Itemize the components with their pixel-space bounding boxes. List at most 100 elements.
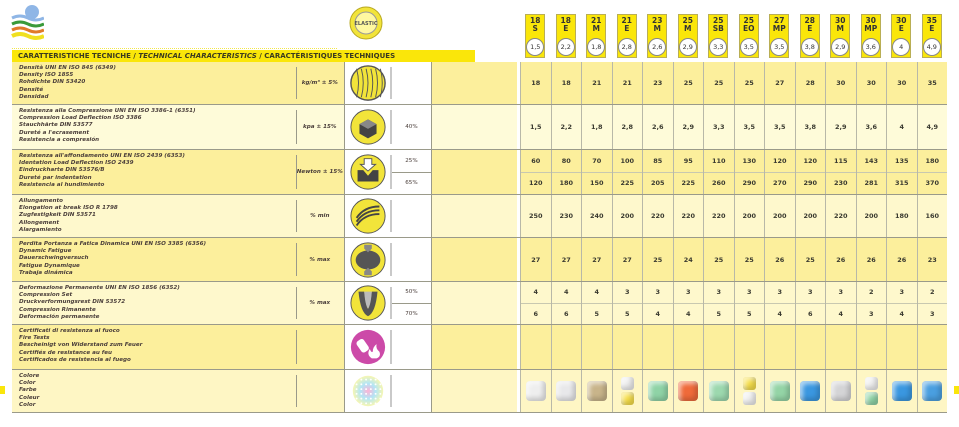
value-cell: 28 xyxy=(805,79,815,87)
value-column xyxy=(642,325,673,369)
color-sphere-icon xyxy=(343,370,392,412)
product-code: E xyxy=(563,24,569,33)
value-column xyxy=(764,370,795,412)
title-it: CARATTERISTICHE TECNICHE xyxy=(18,52,131,60)
value-cell: 120 xyxy=(803,156,818,165)
value-cell: 26 xyxy=(897,255,907,264)
value-cell: 2,2 xyxy=(560,123,573,131)
value-column: 2,9 xyxy=(825,105,856,149)
table-row: Certificati di resistenza al fuoco Fire T… xyxy=(12,325,947,370)
value-cell: 1,8 xyxy=(591,123,603,131)
value-cell: 4 xyxy=(826,302,856,325)
value-column: 24 xyxy=(672,238,704,281)
description-line: Densité xyxy=(19,86,44,93)
product-hardness-badge: 3,5 xyxy=(770,38,789,56)
value-column: 26 xyxy=(855,238,887,281)
test-condition-value xyxy=(392,370,432,412)
value-column xyxy=(703,325,734,369)
value-cell: 6 xyxy=(795,302,826,325)
value-cell: 3 xyxy=(686,288,691,297)
value-cells: 250 230 240 200 220 220 220 200 200 200 220 200 180 1… xyxy=(520,195,947,237)
description-line: Compression Rimanente xyxy=(19,306,96,313)
value-cell: 5 xyxy=(612,302,643,325)
value-cell: 115 xyxy=(833,156,848,165)
value-column: 30 xyxy=(886,62,917,104)
value-cell: 25 xyxy=(714,79,724,87)
row-unit: % min xyxy=(295,195,344,237)
product-density: 25 xyxy=(743,16,754,25)
row-unit: % max xyxy=(295,238,344,281)
value-cell: 80 xyxy=(561,156,571,165)
product-density: 18 xyxy=(530,16,541,25)
value-cell: 3,3 xyxy=(713,123,725,131)
value-column: 2,6 xyxy=(642,105,673,149)
value-cell: 5 xyxy=(582,302,612,325)
value-cell: 143 xyxy=(864,156,879,165)
value-cell: 2,8 xyxy=(621,123,634,131)
description-line: Certificados de resistencia al fuego xyxy=(19,356,131,363)
value-cell: 4 xyxy=(673,302,704,325)
value-cell xyxy=(704,325,734,369)
value-column xyxy=(916,325,948,369)
value-cell xyxy=(735,325,765,369)
color-cell xyxy=(613,370,643,412)
color-swatch xyxy=(922,381,943,401)
product-label: 30 MP 3,6 xyxy=(860,14,881,58)
test-condition-value xyxy=(392,325,432,369)
value-cell: 250 xyxy=(528,212,543,220)
value-cell: 4 xyxy=(887,302,917,325)
value-cell: 25 xyxy=(653,255,663,264)
value-cells xyxy=(520,370,947,412)
value-column: 80 180 xyxy=(550,150,582,194)
value-column: 95 225 xyxy=(672,150,704,194)
value-column: 26 xyxy=(764,238,795,281)
value-cell: 4,9 xyxy=(926,123,939,131)
description-line: Colore xyxy=(19,373,40,379)
value-cell: 270 xyxy=(765,171,795,195)
value-cell: 3 xyxy=(808,288,813,297)
value-cell: 18 xyxy=(561,79,571,87)
value-cell: 120 xyxy=(521,171,551,195)
product-label: 25 M 2,9 xyxy=(677,14,698,58)
value-column: 27 xyxy=(611,238,643,281)
description-line: Densidad xyxy=(19,93,49,100)
color-swatch-pair xyxy=(864,377,878,405)
test-condition-value: 70% xyxy=(391,302,432,325)
value-column: 3,3 xyxy=(703,105,734,149)
value-cell: 260 xyxy=(704,171,734,195)
value-column xyxy=(672,325,704,369)
product-code: E xyxy=(624,24,630,33)
value-cells xyxy=(520,325,947,369)
value-column: 200 xyxy=(855,195,887,237)
value-column: 27 xyxy=(581,238,612,281)
value-cell: 21 xyxy=(592,79,602,87)
value-cell: 27 xyxy=(592,255,602,264)
table-row: Colore Color Farbe Coleur Color xyxy=(12,370,947,413)
value-column: 3,5 xyxy=(733,105,765,149)
description-line: Allungamento xyxy=(19,198,64,204)
color-swatch xyxy=(742,377,756,390)
row-description: Resistenza alla Compressione UNI EN ISO … xyxy=(12,105,296,149)
value-column xyxy=(642,370,673,412)
value-column: 21 xyxy=(581,62,612,104)
description-line: Identation Load Deflection ISO 2439 xyxy=(19,160,134,167)
elastic-logo: ELASTIC xyxy=(349,6,383,40)
description-line: Eindruckharte DIN 53576/B xyxy=(19,167,105,174)
test-condition-value xyxy=(392,62,432,104)
product-header: 25 M 2,9 xyxy=(673,14,704,58)
product-header: 25 EO 3,5 xyxy=(734,14,765,58)
value-cell: 60 xyxy=(531,156,541,165)
product-header: 27 MP 3,5 xyxy=(764,14,795,58)
value-cell xyxy=(918,325,948,369)
description-line: Resistencia al hundimiento xyxy=(19,181,105,188)
product-label: 30 E 4 xyxy=(891,14,912,58)
row-description: Certificati di resistenza al fuoco Fire T… xyxy=(12,325,296,369)
value-cell xyxy=(582,325,612,369)
value-cell: 120 xyxy=(772,156,787,165)
value-cell: 281 xyxy=(856,171,887,195)
